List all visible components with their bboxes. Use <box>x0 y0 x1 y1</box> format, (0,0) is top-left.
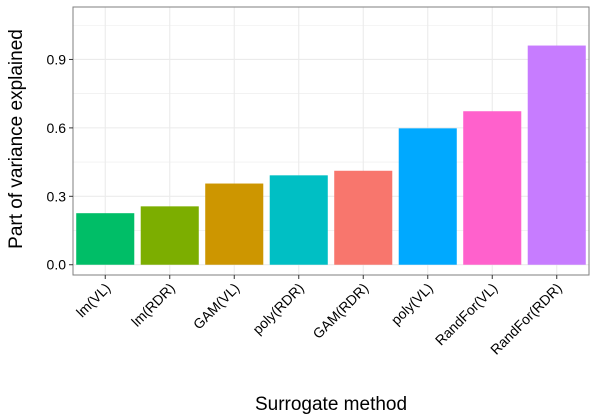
y-tick-label: 0.0 <box>47 257 67 273</box>
bar-lm(VL) <box>76 213 135 265</box>
panel-border <box>72 6 590 276</box>
bar-GAM(VL) <box>205 183 264 265</box>
y-tick-label: 0.3 <box>47 188 67 204</box>
y-tick-label: 0.9 <box>47 51 67 67</box>
x-tick-label: GAM(RDR) <box>309 280 371 342</box>
y-axis: 0.0 0.3 0.6 0.9 <box>47 51 73 273</box>
x-tick-label: lm(RDR) <box>128 280 178 330</box>
x-tick-label: lm(VL) <box>73 280 113 320</box>
bar-lm(RDR) <box>140 206 199 265</box>
x-tick-label: GAM(VL) <box>190 280 243 333</box>
x-axis: lm(VL) lm(RDR) GAM(VL) poly(RDR) GAM(RDR) pol… <box>73 275 565 358</box>
x-tick-label: poly(RDR) <box>249 280 307 338</box>
x-tick-label: RandFor(VL) <box>432 280 501 349</box>
bar-GAM(RDR) <box>334 170 393 265</box>
bar-RandFor(VL) <box>463 111 522 265</box>
y-tick-label: 0.6 <box>47 120 67 136</box>
y-axis-title: Part of variance explained <box>6 29 27 249</box>
bar-RandFor(RDR) <box>527 45 586 265</box>
x-tick-label: poly(VL) <box>388 280 436 328</box>
bar-poly(VL) <box>398 128 457 265</box>
bar-poly(RDR) <box>269 175 328 265</box>
x-axis-title: Surrogate method <box>255 394 407 415</box>
bars <box>76 45 586 265</box>
